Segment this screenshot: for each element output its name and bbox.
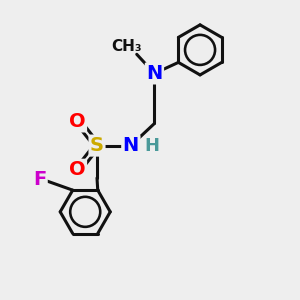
Text: N: N xyxy=(146,64,163,83)
Text: O: O xyxy=(69,112,85,131)
Text: CH₃: CH₃ xyxy=(111,39,142,54)
Text: O: O xyxy=(69,160,85,179)
Text: S: S xyxy=(90,136,104,155)
Text: F: F xyxy=(33,170,46,189)
Text: H: H xyxy=(145,136,160,154)
Text: N: N xyxy=(123,136,139,155)
